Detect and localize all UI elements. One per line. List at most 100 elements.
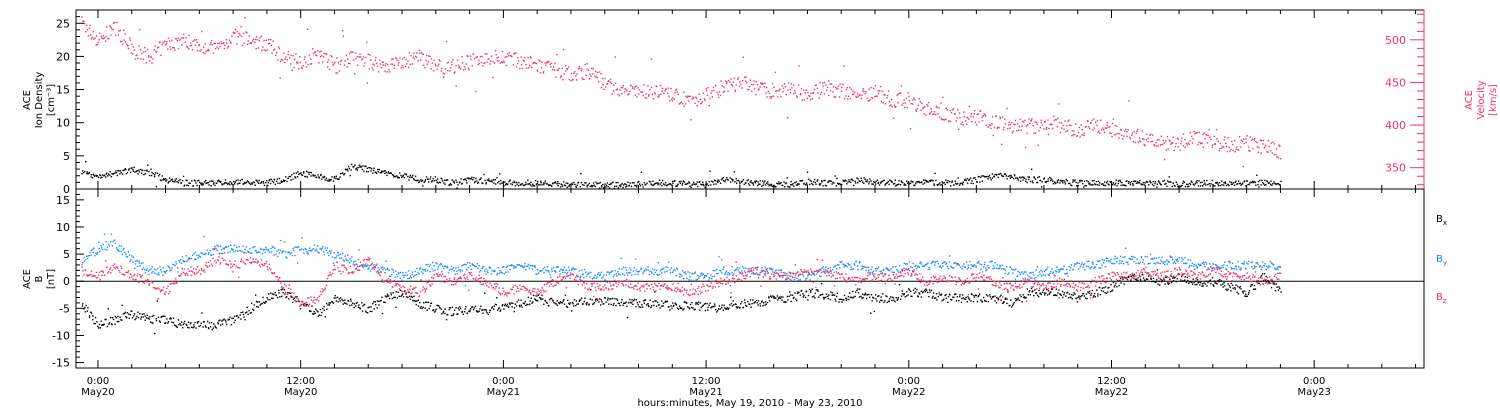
velocity-point xyxy=(465,63,467,65)
bx-point xyxy=(877,295,879,298)
velocity-point xyxy=(850,88,853,91)
velocity-point xyxy=(1026,132,1028,134)
by-point xyxy=(267,249,269,252)
density-point xyxy=(247,181,250,183)
density-point xyxy=(863,182,865,185)
top-panel-series xyxy=(81,16,1282,189)
by-point xyxy=(616,275,618,277)
bx-point xyxy=(464,308,466,310)
bx-point xyxy=(629,301,632,304)
velocity-point xyxy=(1216,138,1218,140)
density-point xyxy=(213,182,215,184)
velocity-point xyxy=(673,98,676,100)
velocity-point xyxy=(419,52,421,54)
velocity-point xyxy=(799,94,802,96)
velocity-point xyxy=(738,85,741,87)
velocity-point xyxy=(1223,139,1225,141)
density-point xyxy=(565,182,567,184)
velocity-point xyxy=(1210,138,1212,141)
by-point xyxy=(352,263,354,265)
velocity-point xyxy=(794,90,796,92)
bx-point xyxy=(246,306,248,309)
bx-point xyxy=(190,322,192,324)
velocity-point xyxy=(1200,142,1202,144)
density-point xyxy=(690,186,692,189)
density-point xyxy=(950,185,952,187)
density-point xyxy=(119,173,121,175)
velocity-point xyxy=(968,105,971,108)
velocity-point xyxy=(544,62,546,64)
density-point xyxy=(681,184,683,186)
density-point xyxy=(668,183,670,185)
velocity-point xyxy=(586,63,588,65)
bx-point xyxy=(306,303,309,306)
velocity-point xyxy=(1263,147,1266,149)
by-point xyxy=(203,253,206,255)
bx-point xyxy=(275,294,278,297)
velocity-point xyxy=(722,91,725,93)
density-point xyxy=(619,185,622,188)
by-point xyxy=(299,248,302,251)
density-point xyxy=(233,180,235,183)
bx-point xyxy=(183,322,185,324)
density-point xyxy=(125,172,128,175)
density-point xyxy=(366,167,369,169)
bx-point xyxy=(710,307,712,309)
by-point xyxy=(87,254,90,257)
bx-point xyxy=(280,288,282,291)
density-point xyxy=(1116,185,1118,187)
bx-point xyxy=(466,312,469,315)
velocity-point xyxy=(140,58,142,60)
density-point xyxy=(757,183,760,185)
bx-point xyxy=(1220,284,1222,286)
density-point xyxy=(842,180,845,182)
by-point xyxy=(199,256,202,258)
velocity-point xyxy=(1055,119,1057,121)
by-point xyxy=(454,273,456,276)
density-point xyxy=(671,184,673,186)
density-point xyxy=(888,179,891,181)
density-point xyxy=(352,166,354,168)
by-point xyxy=(459,271,461,273)
velocity-point xyxy=(325,52,327,55)
density-point xyxy=(1057,179,1060,181)
by-point xyxy=(655,269,658,272)
bx-point xyxy=(151,321,153,324)
bx-point xyxy=(822,296,825,299)
by-point xyxy=(455,267,457,269)
density-point xyxy=(872,183,874,185)
density-point xyxy=(914,184,916,186)
by-point xyxy=(295,246,298,248)
bx-point xyxy=(1146,278,1148,280)
bx-point xyxy=(978,293,981,295)
bx-point xyxy=(187,321,190,323)
by-point xyxy=(88,255,90,257)
velocity-point xyxy=(1116,125,1118,128)
bx-point xyxy=(1084,297,1087,299)
velocity-point xyxy=(121,40,123,43)
velocity-point xyxy=(265,49,267,52)
velocity-point xyxy=(1156,139,1159,141)
bx-point xyxy=(1162,277,1165,280)
by-point xyxy=(333,257,336,259)
density-point xyxy=(1216,181,1218,184)
velocity-point xyxy=(815,84,817,86)
density-point xyxy=(1075,181,1077,184)
by-point xyxy=(669,269,671,271)
by-point xyxy=(648,273,650,276)
by-point xyxy=(581,269,583,271)
bx-point xyxy=(385,296,388,298)
by-point xyxy=(508,264,510,267)
bx-point xyxy=(661,305,663,307)
velocity-point xyxy=(1245,138,1247,140)
bx-point xyxy=(1088,292,1090,294)
velocity-point xyxy=(894,106,896,108)
by-point xyxy=(305,248,307,251)
velocity-point xyxy=(911,103,914,105)
by-point xyxy=(391,273,393,276)
velocity-point xyxy=(204,52,206,55)
velocity-point xyxy=(338,70,341,72)
bx-point xyxy=(662,305,664,307)
by-point xyxy=(459,269,462,271)
bx-point xyxy=(881,299,883,302)
